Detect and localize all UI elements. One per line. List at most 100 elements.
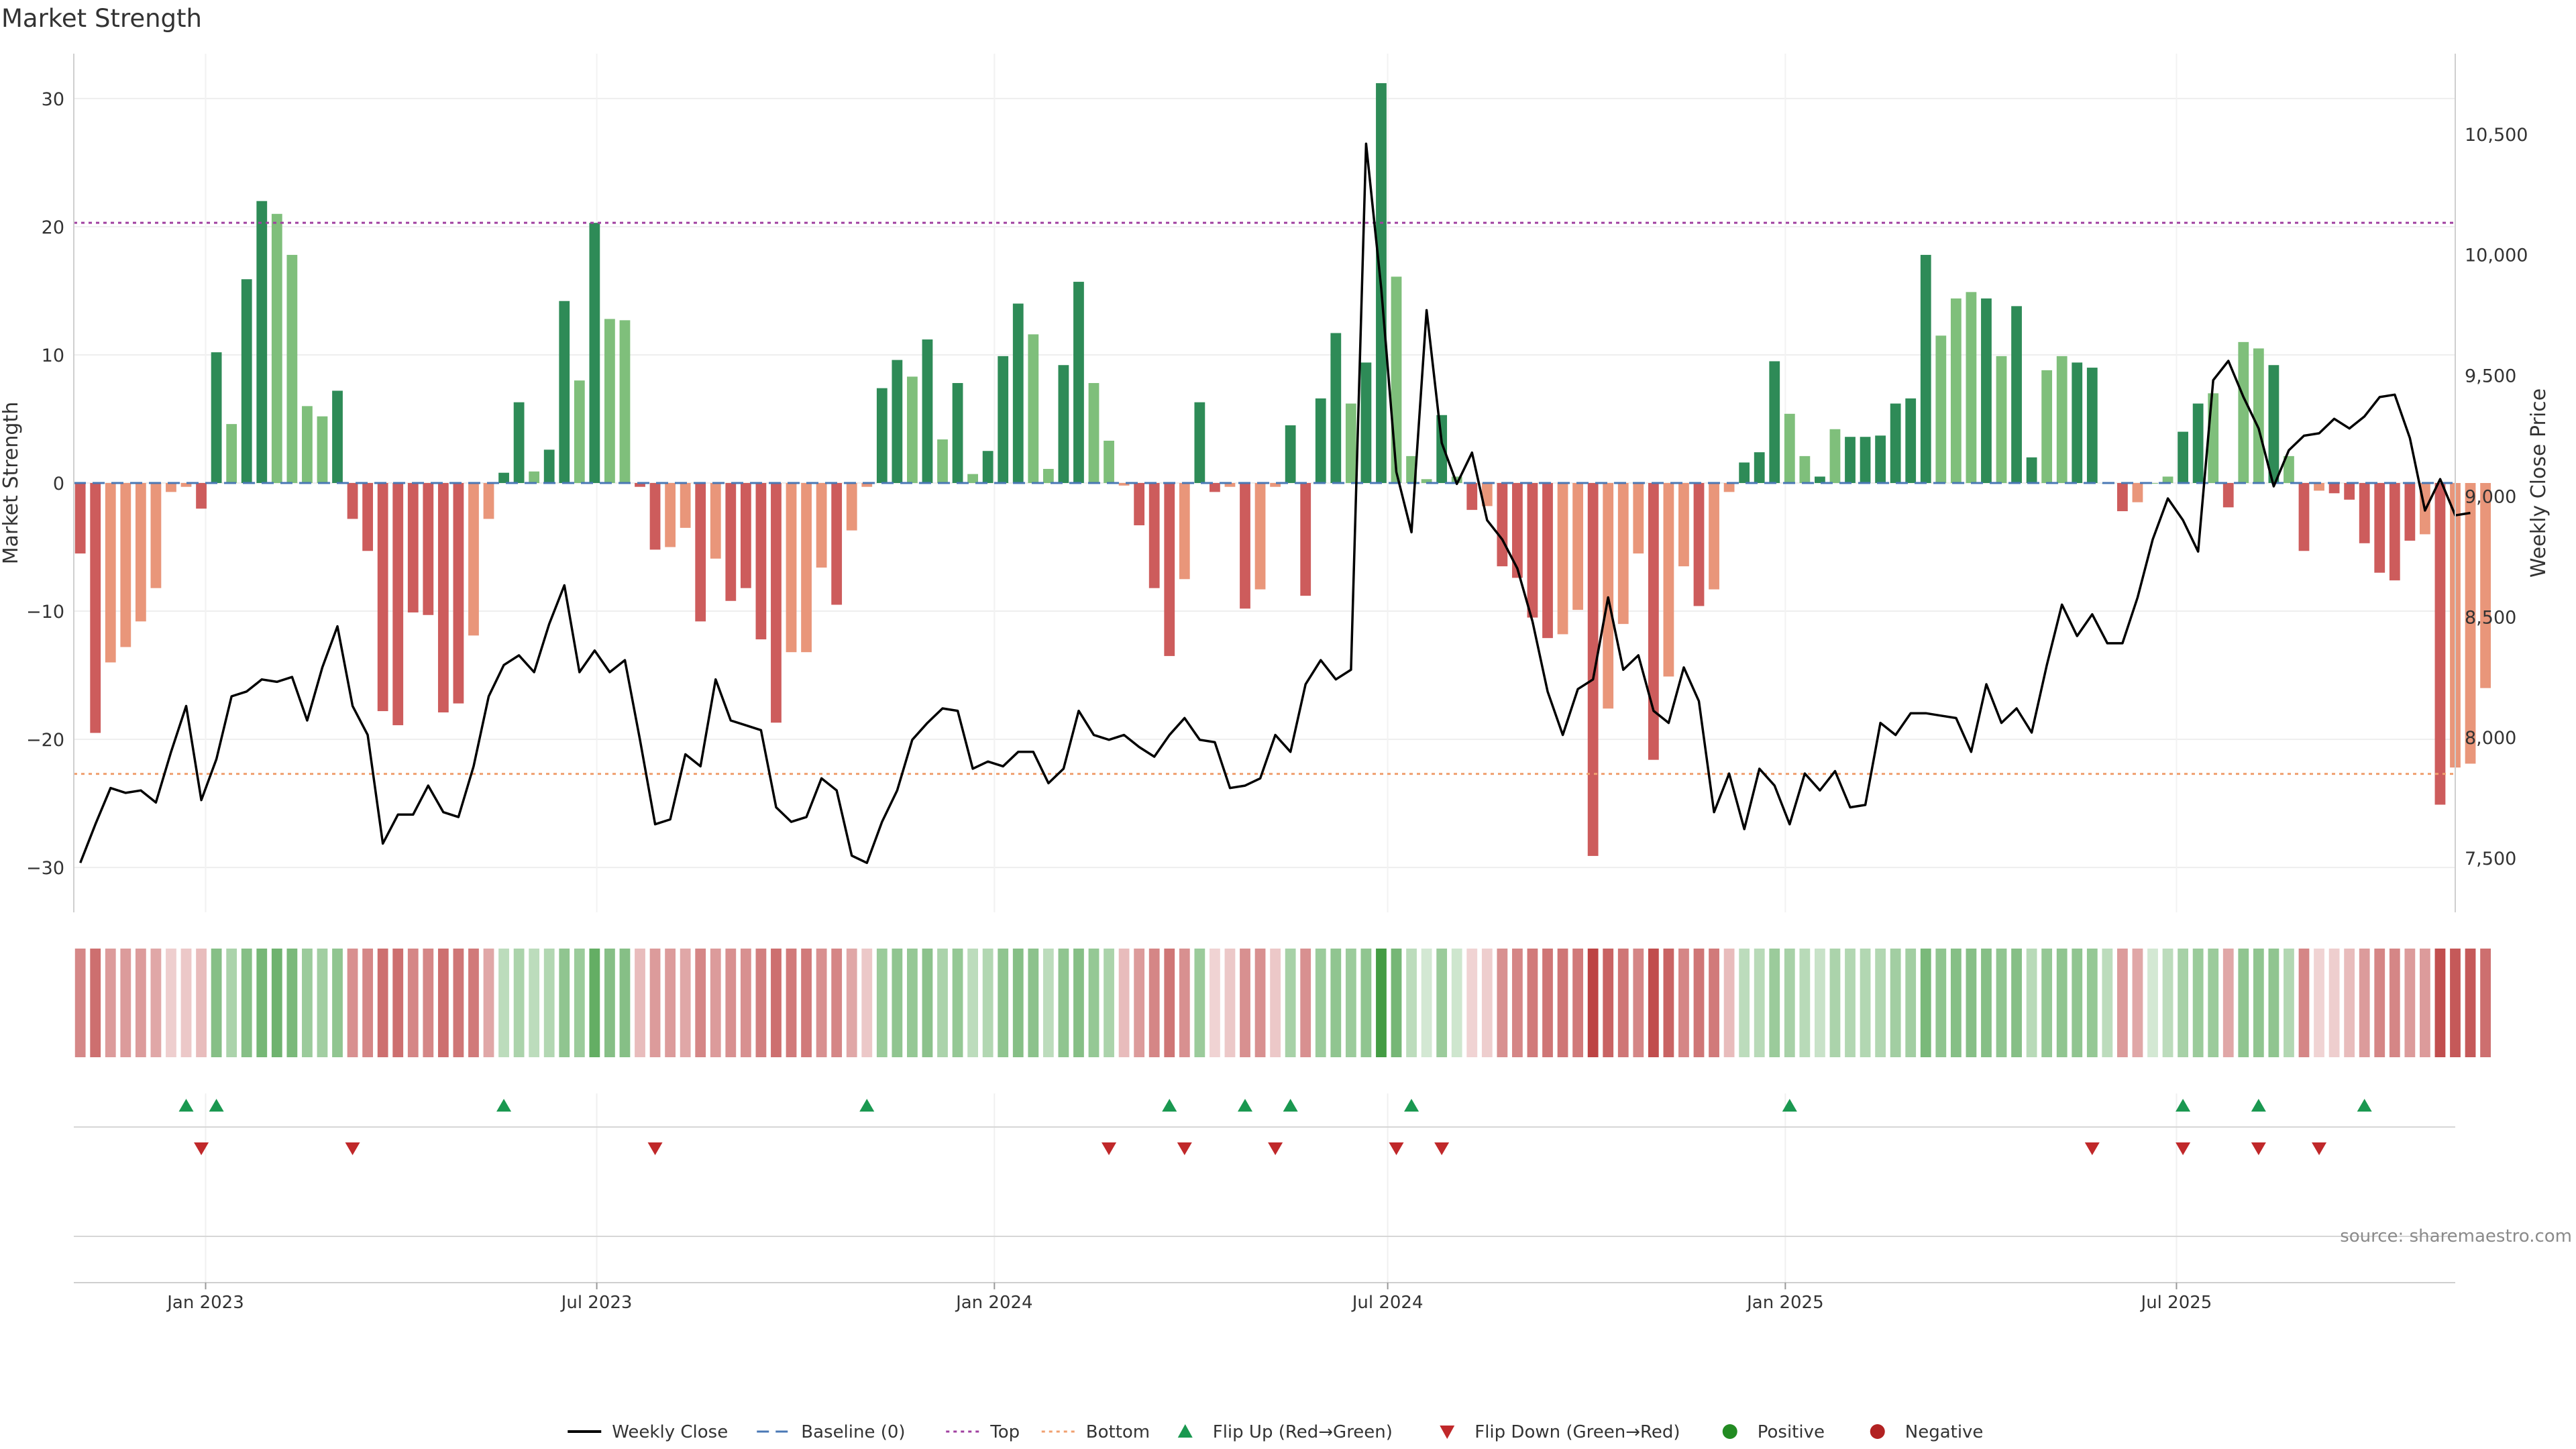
strength-bar	[1829, 429, 1841, 483]
y-tick-label-right: 9,000	[2465, 486, 2516, 507]
heat-cell	[801, 949, 812, 1057]
strength-bar	[453, 483, 464, 704]
strength-bar	[922, 339, 933, 483]
heat-cell	[831, 949, 843, 1057]
heat-cell	[1164, 949, 1175, 1057]
strength-bar	[2253, 348, 2264, 483]
heat-cell	[1451, 949, 1462, 1057]
heat-cell	[1723, 949, 1735, 1057]
strength-bar	[1875, 435, 1886, 483]
heat-cell	[1148, 949, 1160, 1057]
strength-bar	[1028, 334, 1039, 483]
flip-up-marker	[2357, 1099, 2372, 1112]
heat-cell	[816, 949, 827, 1057]
strength-bar	[1210, 483, 1220, 492]
axes: 30 20 10 0 −10 −20 −30 10,500 10,000 9,500 9,000 8,…	[26, 54, 2528, 912]
strength-bar	[1723, 483, 1735, 492]
strength-bar	[1104, 440, 1114, 483]
flip-down-marker	[647, 1142, 663, 1155]
strength-bar	[998, 356, 1009, 483]
strength-bar	[1118, 483, 1130, 486]
strength-bar	[1285, 425, 1296, 483]
heat-cell	[1572, 949, 1583, 1057]
source-caption: source: sharemaestro.com	[2340, 1226, 2572, 1246]
heat-cell	[1406, 949, 1417, 1057]
strength-bar	[1330, 333, 1342, 483]
heat-cell	[2192, 949, 2204, 1057]
strength-bar	[1345, 403, 1356, 483]
legend-item: Baseline (0)	[757, 1422, 906, 1442]
heat-cell	[1497, 949, 1508, 1057]
flip-up-marker	[1238, 1099, 1253, 1112]
strength-bar	[2132, 483, 2143, 502]
heat-cell	[1905, 949, 1917, 1057]
strength-bar	[1391, 276, 1402, 483]
flip-up-marker	[859, 1099, 875, 1112]
flip-up-marker	[1162, 1099, 1177, 1112]
strength-bar	[1254, 483, 1266, 590]
strength-bar	[937, 439, 948, 483]
strength-bar	[2026, 457, 2037, 483]
strength-bar	[2314, 483, 2324, 491]
heat-cell	[1845, 949, 1856, 1057]
x-tick-label: Jul 2025	[2140, 1293, 2212, 1313]
heat-cell	[665, 949, 676, 1057]
heat-cell	[2041, 949, 2053, 1057]
strength-bar	[1587, 483, 1599, 856]
strength-bar	[483, 483, 494, 519]
flip-up-marker	[2176, 1099, 2191, 1112]
heat-cell	[1436, 949, 1448, 1057]
heat-cell	[1769, 949, 1780, 1057]
heat-cell	[2238, 949, 2249, 1057]
strength-bar	[907, 376, 918, 483]
heat-cell	[559, 949, 570, 1057]
strength-bar	[211, 352, 222, 483]
heat-cell	[755, 949, 767, 1057]
y-tick-label-right: 8,500	[2465, 607, 2516, 628]
strength-bar	[725, 483, 737, 601]
strength-bar	[226, 424, 237, 483]
heat-cell	[90, 949, 101, 1057]
strength-bar	[1920, 254, 1931, 483]
strength-bar	[2434, 483, 2446, 805]
heat-cell	[226, 949, 237, 1057]
strength-bar	[423, 483, 434, 615]
legend-swatch-dot-filled	[1870, 1424, 1885, 1439]
strength-bar	[362, 483, 374, 551]
strength-bar	[1935, 335, 1947, 483]
heat-cell	[2072, 949, 2083, 1057]
strength-bar	[1633, 483, 1644, 554]
strength-bar	[180, 483, 192, 487]
strength-bar	[1890, 403, 1901, 483]
strength-bars	[74, 83, 2491, 856]
heat-cell	[710, 949, 721, 1057]
strength-bar	[2222, 483, 2234, 508]
heat-cell	[1890, 949, 1901, 1057]
heat-cell	[2253, 949, 2264, 1057]
strength-bar	[392, 483, 404, 726]
heat-cell	[2480, 949, 2491, 1057]
flip-down-marker	[2312, 1142, 2327, 1155]
strength-bar	[1481, 483, 1493, 506]
strength-bar	[2208, 393, 2219, 483]
strength-bar	[619, 320, 631, 483]
heat-cell	[2011, 949, 2022, 1057]
flip-down-marker	[2084, 1142, 2100, 1155]
heat-cell	[407, 949, 419, 1057]
heat-cell	[498, 949, 509, 1057]
heat-cell	[2132, 949, 2143, 1057]
strength-bar	[150, 483, 162, 588]
heat-cell	[2162, 949, 2174, 1057]
heat-cell	[619, 949, 631, 1057]
heat-cell	[2056, 949, 2068, 1057]
strength-bar	[241, 279, 252, 483]
heat-cell	[437, 949, 449, 1057]
heat-cell	[1739, 949, 1750, 1057]
heat-cell	[2434, 949, 2446, 1057]
x-axis: Jan 2023 Jul 2023 Jan 2024 Jul 2024 Jan 2025…	[74, 1282, 2455, 1313]
strength-bar	[1769, 361, 1780, 483]
heat-cell	[786, 949, 797, 1057]
heat-cell	[392, 949, 404, 1057]
strength-bar	[1451, 476, 1462, 483]
strength-bar	[967, 474, 979, 483]
